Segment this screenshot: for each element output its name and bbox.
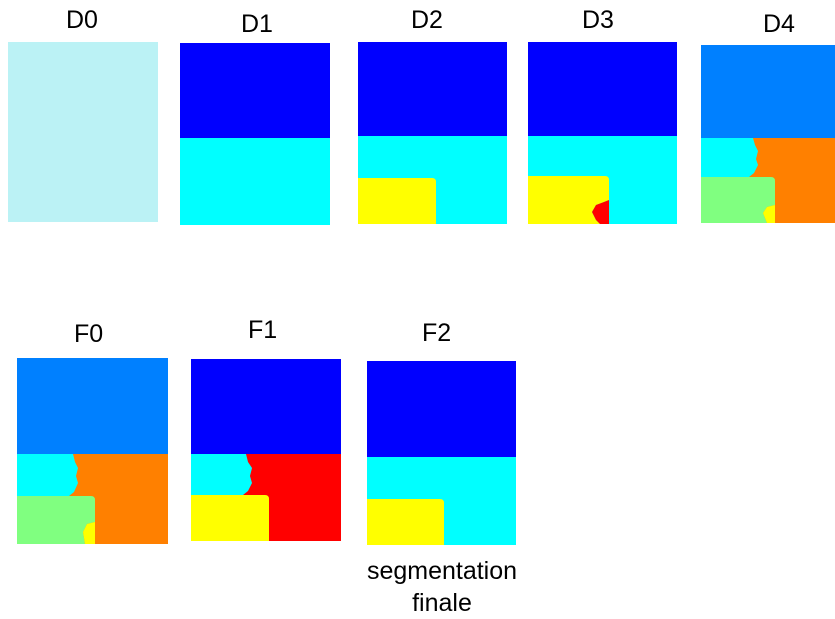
panel-title-d3: D3 bbox=[582, 6, 614, 34]
region-yellow bbox=[528, 176, 609, 224]
region-cyan bbox=[180, 138, 330, 225]
region-yellow bbox=[367, 499, 444, 545]
region-red bbox=[592, 200, 609, 224]
segmentation-panel-d4 bbox=[701, 45, 835, 223]
region-cyan bbox=[17, 454, 78, 496]
region-cyan bbox=[701, 138, 758, 177]
segmentation-panel-d3 bbox=[528, 42, 677, 224]
panel-title-f2: F2 bbox=[422, 319, 452, 347]
panel-title-d1: D1 bbox=[241, 10, 273, 38]
region-blue bbox=[528, 42, 677, 136]
region-blue bbox=[358, 42, 507, 136]
region-yellow bbox=[763, 205, 775, 223]
region-yellow bbox=[191, 495, 269, 541]
region-mid-blue bbox=[17, 358, 168, 454]
segmentation-panel-f2 bbox=[367, 361, 516, 545]
panel-title-f0: F0 bbox=[74, 320, 104, 348]
segmentation-panel-d2 bbox=[358, 42, 507, 224]
region-yellow bbox=[358, 178, 436, 224]
segmentation-panel-d0 bbox=[8, 42, 158, 222]
segmentation-panel-f1 bbox=[191, 359, 341, 541]
region-yellow bbox=[83, 522, 95, 544]
panel-title-d0: D0 bbox=[66, 6, 98, 34]
region-blue bbox=[367, 361, 516, 457]
region-blue bbox=[191, 359, 341, 454]
caption-line-1: segmentation bbox=[366, 557, 518, 585]
region-cyan bbox=[191, 454, 252, 495]
region-light-green bbox=[17, 496, 95, 544]
region-mid-blue bbox=[701, 45, 835, 138]
region-light-cyan bbox=[8, 42, 158, 222]
region-light-green bbox=[701, 177, 775, 223]
panel-title-d2: D2 bbox=[411, 6, 443, 34]
caption-line-2: finale bbox=[412, 589, 472, 617]
segmentation-panel-d1 bbox=[180, 43, 330, 225]
segmentation-panel-f0 bbox=[17, 358, 168, 544]
region-blue bbox=[180, 43, 330, 138]
panel-title-d4: D4 bbox=[763, 10, 795, 38]
final-segmentation-caption: segmentation finale bbox=[352, 555, 532, 619]
panel-title-f1: F1 bbox=[248, 316, 278, 344]
